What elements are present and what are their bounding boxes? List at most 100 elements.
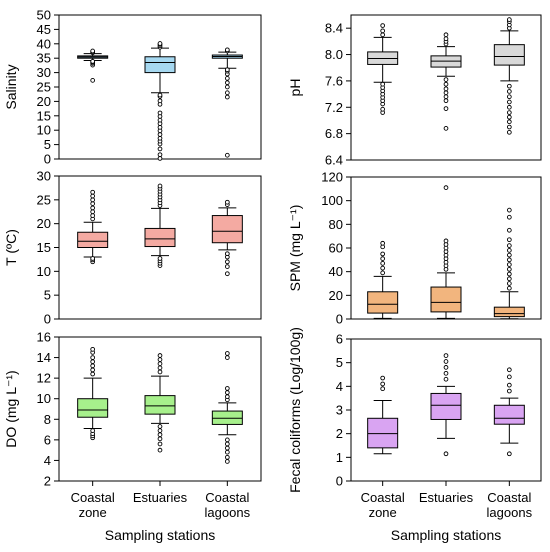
box-3 <box>493 367 525 457</box>
y-tick-label: 4 <box>44 453 51 468</box>
outlier-point <box>506 129 512 135</box>
outlier-point <box>224 454 230 460</box>
y-tick-label: 120 <box>321 170 343 185</box>
outlier-point <box>506 257 512 263</box>
y-tick-label: 14 <box>37 350 51 365</box>
outlier-point <box>157 428 163 433</box>
outlier-point <box>380 23 386 28</box>
outlier-point <box>224 251 230 257</box>
outlier-point <box>380 81 386 87</box>
outlier-point <box>443 370 449 376</box>
outlier-point <box>506 83 512 89</box>
outlier-point <box>157 92 163 98</box>
y-tick-label: 2 <box>44 474 51 489</box>
box-1 <box>367 23 399 115</box>
x-tick-label: Coastal <box>71 490 115 505</box>
y-tick-label: 5 <box>336 355 343 370</box>
outlier-point <box>380 106 386 112</box>
outlier-point <box>224 437 230 443</box>
outlier-point <box>224 390 230 395</box>
outlier-point <box>90 48 96 54</box>
y-tick-label: 40 <box>329 264 343 279</box>
box-2 <box>144 183 176 268</box>
outlier-point <box>90 359 96 365</box>
outlier-point <box>224 199 230 205</box>
outlier-point <box>506 262 512 267</box>
outlier-point <box>380 375 386 381</box>
outlier-point <box>157 357 163 362</box>
outlier-point <box>506 248 512 253</box>
iqr-box <box>77 231 109 249</box>
y-tick-label: 10 <box>37 123 51 138</box>
outlier-point <box>157 98 163 104</box>
panel-2: 6.4 6.8 7.2 7.6 8.0 8.4 pH <box>287 14 542 168</box>
y-tick-label: 0 <box>336 312 343 327</box>
outlier-point <box>90 371 96 377</box>
plot-frame <box>350 14 542 161</box>
box-1 <box>367 240 399 319</box>
outlier-point <box>157 369 163 375</box>
iqr-box <box>493 306 525 318</box>
iqr-box <box>77 398 109 418</box>
outlier-point <box>506 266 512 272</box>
outlier-point <box>90 78 96 83</box>
outlier-point <box>380 270 386 276</box>
outlier-point <box>224 441 230 447</box>
outlier-point <box>443 376 449 382</box>
outlier-point <box>224 84 230 90</box>
outlier-point <box>90 367 96 373</box>
outlier-point <box>157 353 163 358</box>
outlier-point <box>380 381 386 387</box>
box-1 <box>367 375 399 455</box>
outlier-point <box>157 117 163 123</box>
outlier-point <box>506 99 512 105</box>
y-tick-label: 45 <box>37 22 51 37</box>
outlier-point <box>90 201 96 206</box>
y-axis-title: T (ºC) <box>3 229 19 266</box>
outlier-point <box>506 281 512 286</box>
iqr-box <box>144 56 176 74</box>
x-tick-label: lagoons <box>487 505 533 520</box>
outlier-point <box>506 243 512 248</box>
y-tick-label: 10 <box>37 391 51 406</box>
y-tick-label: 5 <box>44 288 51 303</box>
outlier-point <box>224 47 230 53</box>
outlier-point <box>506 89 512 94</box>
outlier-point <box>380 265 386 271</box>
outlier-point <box>443 86 449 92</box>
outlier-point <box>380 386 386 392</box>
y-axis-title: SPM (mg L⁻¹) <box>287 205 303 292</box>
outlier-point <box>157 432 163 438</box>
outlier-point <box>443 365 449 370</box>
y-axis-title: Salinity <box>3 64 19 109</box>
outlier-point <box>506 237 512 243</box>
outlier-point <box>506 252 512 258</box>
outlier-point <box>506 114 512 120</box>
y-axis-title: DO (mg L⁻¹) <box>3 370 19 447</box>
y-tick-label: 8 <box>44 412 51 427</box>
outlier-point <box>224 264 230 269</box>
x-tick-label: zone <box>369 505 397 520</box>
outlier-point <box>157 424 163 429</box>
outlier-point <box>506 374 512 380</box>
iqr-box <box>430 286 462 313</box>
y-tick-label: 1 <box>336 450 343 465</box>
outlier-point <box>224 386 230 391</box>
iqr-box <box>211 215 243 244</box>
outlier-point <box>224 271 230 277</box>
outlier-point <box>443 90 449 96</box>
y-tick-label: 7.2 <box>325 100 343 115</box>
outlier-point <box>90 189 96 195</box>
outlier-point <box>506 104 512 110</box>
outlier-point <box>380 32 386 38</box>
y-tick-label: 0 <box>44 312 51 327</box>
outlier-point <box>506 451 512 457</box>
y-tick-label: 7.6 <box>325 73 343 88</box>
box-3 <box>493 17 525 135</box>
iqr-box <box>493 44 525 66</box>
y-tick-label: 20 <box>37 94 51 109</box>
box-2 <box>430 353 462 457</box>
outlier-point <box>157 146 163 152</box>
y-tick-label: 6.8 <box>325 126 343 141</box>
outlier-point <box>90 213 96 218</box>
